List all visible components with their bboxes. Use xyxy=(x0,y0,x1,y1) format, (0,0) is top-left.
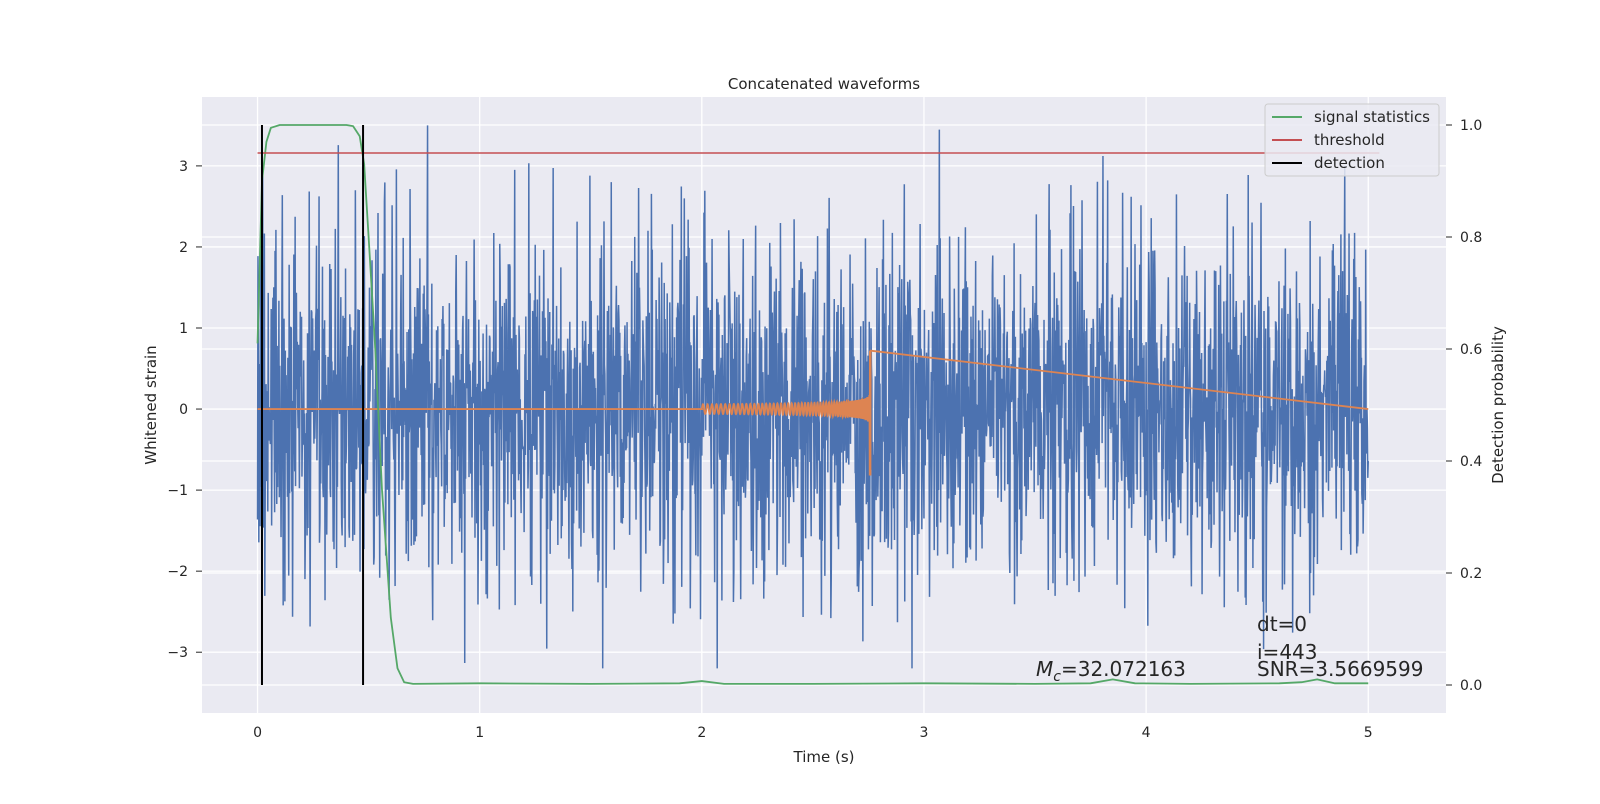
y-tick-label-0: 0 xyxy=(179,402,188,418)
y-tick-label-3: 3 xyxy=(179,159,188,175)
y-right-tick-label-0: 0.0 xyxy=(1460,678,1482,694)
y-right-tick-label-1: 1.0 xyxy=(1460,118,1482,134)
signal-statistics xyxy=(256,124,1380,685)
legend-label-signal-statistics: signal statistics xyxy=(1314,108,1430,126)
chart-title: Concatenated waveforms xyxy=(728,75,920,93)
x-tick-label-4: 4 xyxy=(1142,725,1151,741)
x-tick-label-0: 0 xyxy=(253,725,262,741)
annotation-mc: Mc=32.072163 xyxy=(1036,657,1186,685)
legend: signal statistics threshold detection xyxy=(1264,103,1440,177)
x-tick-label-3: 3 xyxy=(920,725,929,741)
y-tick-label--1: −1 xyxy=(167,483,188,499)
noise-series xyxy=(256,125,1369,669)
x-tick-label-5: 5 xyxy=(1364,725,1373,741)
annotation-i: i=443 xyxy=(1257,640,1318,664)
noise-line xyxy=(256,125,1369,669)
legend-label-detection: detection xyxy=(1314,154,1385,172)
y-axis-label: Whitened strain xyxy=(142,345,160,464)
y-tick-label--2: −2 xyxy=(167,564,188,580)
y-right-tick-label-0.4: 0.4 xyxy=(1460,454,1482,470)
y-right-tick-label-0.8: 0.8 xyxy=(1460,230,1482,246)
injected-signal-line xyxy=(257,349,1369,476)
x-axis-label: Time (s) xyxy=(793,748,855,766)
legend-box xyxy=(1264,103,1440,177)
y-right-tick-label-0.2: 0.2 xyxy=(1460,566,1482,582)
legend-label-threshold: threshold xyxy=(1314,131,1385,149)
x-tick-label-1: 1 xyxy=(475,725,484,741)
y-tick-label--3: −3 xyxy=(167,645,188,661)
annotation-snr: SNR=3.5669599 xyxy=(1257,657,1423,681)
x-tick-label-2: 2 xyxy=(697,725,706,741)
y-tick-label-2: 2 xyxy=(179,240,188,256)
y-axis-right-label: Detection probability xyxy=(1489,326,1507,484)
signal-statistics-line xyxy=(256,124,1369,685)
annotation-dt: dt=0 xyxy=(1257,612,1307,636)
y-right-tick-label-0.6: 0.6 xyxy=(1460,342,1482,358)
injected-signal xyxy=(257,349,1369,476)
y-tick-label-1: 1 xyxy=(179,321,188,337)
ticks: 0 1 2 3 4 5 −3 −2 −1 0 1 2 3 0.0 0.2 0.4 0.6 0.8 1.0 xyxy=(167,118,1482,741)
